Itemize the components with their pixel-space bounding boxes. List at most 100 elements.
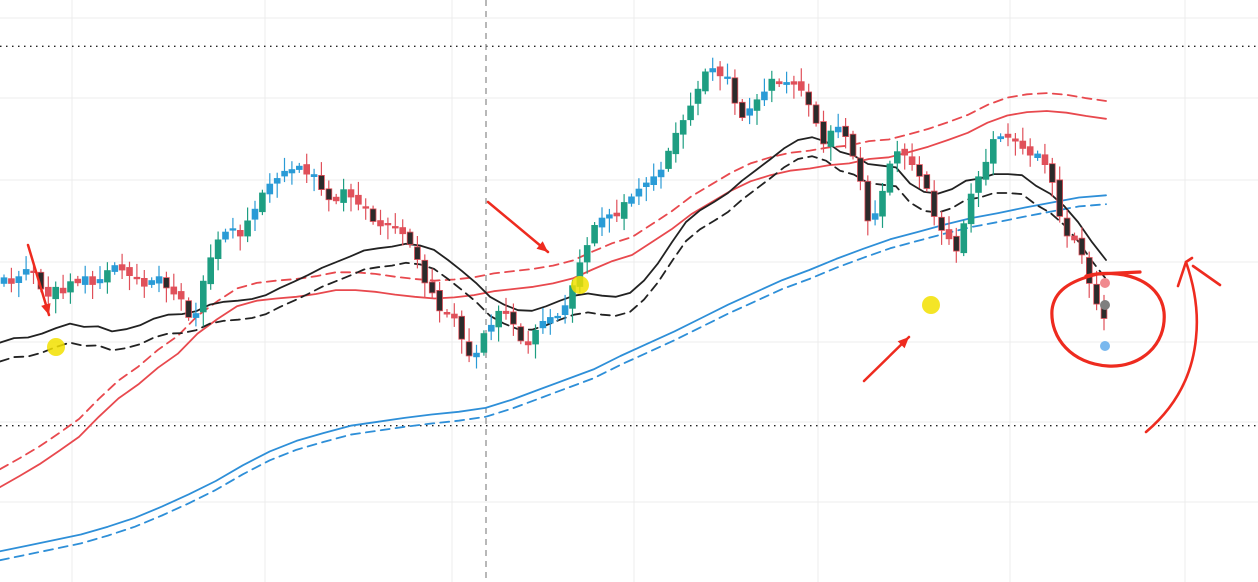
candle xyxy=(495,305,502,342)
ma-red-dashed xyxy=(0,92,1107,471)
candle-body xyxy=(52,286,59,300)
candle xyxy=(716,61,724,91)
candle xyxy=(244,207,251,243)
candle xyxy=(990,131,997,175)
candle xyxy=(458,310,465,354)
candle-body xyxy=(126,267,133,277)
candle-body xyxy=(502,310,510,314)
candle-body xyxy=(709,68,716,73)
candle xyxy=(266,173,274,203)
candle-body xyxy=(177,291,185,300)
candle xyxy=(111,262,119,275)
candle-body xyxy=(716,66,724,77)
candle-body xyxy=(355,194,362,205)
candle xyxy=(702,68,709,95)
candle-body xyxy=(111,265,119,272)
candle xyxy=(753,94,761,125)
candle xyxy=(561,294,569,324)
legend-dot-gray xyxy=(1100,300,1110,310)
candle-body xyxy=(834,126,842,133)
candle xyxy=(953,227,960,263)
candle xyxy=(59,274,67,299)
candle-body xyxy=(532,329,539,345)
candle xyxy=(524,330,532,354)
candle xyxy=(155,265,163,293)
candle-body xyxy=(406,231,414,245)
candle xyxy=(554,313,561,321)
ma-black-dashed xyxy=(0,155,1107,363)
candle-body xyxy=(8,278,15,284)
candle-body xyxy=(473,352,480,358)
red-freehand-up-stroke xyxy=(1144,260,1199,434)
candle-body xyxy=(199,280,207,313)
candle xyxy=(1049,157,1056,197)
candle xyxy=(1034,150,1041,161)
candle-body xyxy=(908,156,916,166)
candle xyxy=(930,180,938,226)
candle xyxy=(133,263,141,285)
candle xyxy=(281,157,288,183)
candle xyxy=(170,273,178,301)
candle-body xyxy=(842,125,849,138)
candle xyxy=(1093,270,1100,311)
candle-body xyxy=(1019,140,1027,149)
candle-body xyxy=(59,287,67,294)
candle-body xyxy=(118,264,126,271)
candle-body xyxy=(524,341,532,346)
candle xyxy=(628,193,635,207)
candle-body xyxy=(1049,163,1056,183)
candle-body xyxy=(1034,153,1041,158)
candle xyxy=(0,274,8,287)
candle-body xyxy=(871,213,879,220)
candle xyxy=(982,148,990,186)
candle-body xyxy=(288,169,296,174)
candle xyxy=(997,133,1004,142)
candle xyxy=(857,147,864,191)
candle xyxy=(547,309,554,335)
candle-body xyxy=(89,276,96,285)
candle xyxy=(192,302,200,327)
candle xyxy=(650,163,657,191)
candle-body xyxy=(945,229,953,240)
candle-body xyxy=(768,78,776,91)
candle xyxy=(236,224,244,251)
candle xyxy=(96,266,104,289)
candle-body xyxy=(643,182,650,187)
candle xyxy=(849,130,857,160)
candle-body xyxy=(295,165,303,170)
candle-body xyxy=(598,217,606,228)
candle xyxy=(443,309,451,318)
candle xyxy=(620,194,628,231)
candle-body xyxy=(739,101,746,119)
candle-body xyxy=(783,82,790,85)
candle xyxy=(967,183,975,233)
candlestick-series xyxy=(0,57,1108,369)
candle xyxy=(325,180,333,212)
candle xyxy=(805,83,812,117)
candle-body xyxy=(362,206,370,209)
candle-body xyxy=(960,223,968,254)
candle-body xyxy=(1071,235,1078,241)
candle xyxy=(517,323,525,345)
candle-body xyxy=(753,99,761,111)
candle-body xyxy=(207,257,215,285)
candle-body xyxy=(879,190,886,217)
candle-body xyxy=(340,189,347,203)
candle-body xyxy=(990,139,997,164)
candle-body xyxy=(1093,283,1100,305)
candle xyxy=(598,207,606,236)
candle xyxy=(332,193,340,205)
candle-body xyxy=(451,313,458,319)
candle-body xyxy=(347,189,355,198)
candle-body xyxy=(495,310,502,328)
candle xyxy=(583,237,591,274)
candle xyxy=(1019,127,1027,155)
candle-body xyxy=(746,108,753,116)
candle xyxy=(273,172,281,198)
red-freehand-circle xyxy=(1050,270,1166,368)
candle xyxy=(739,99,746,121)
candle-body xyxy=(894,151,901,164)
candle xyxy=(886,160,894,196)
candle-body xyxy=(679,120,687,135)
candle-body xyxy=(399,227,406,235)
